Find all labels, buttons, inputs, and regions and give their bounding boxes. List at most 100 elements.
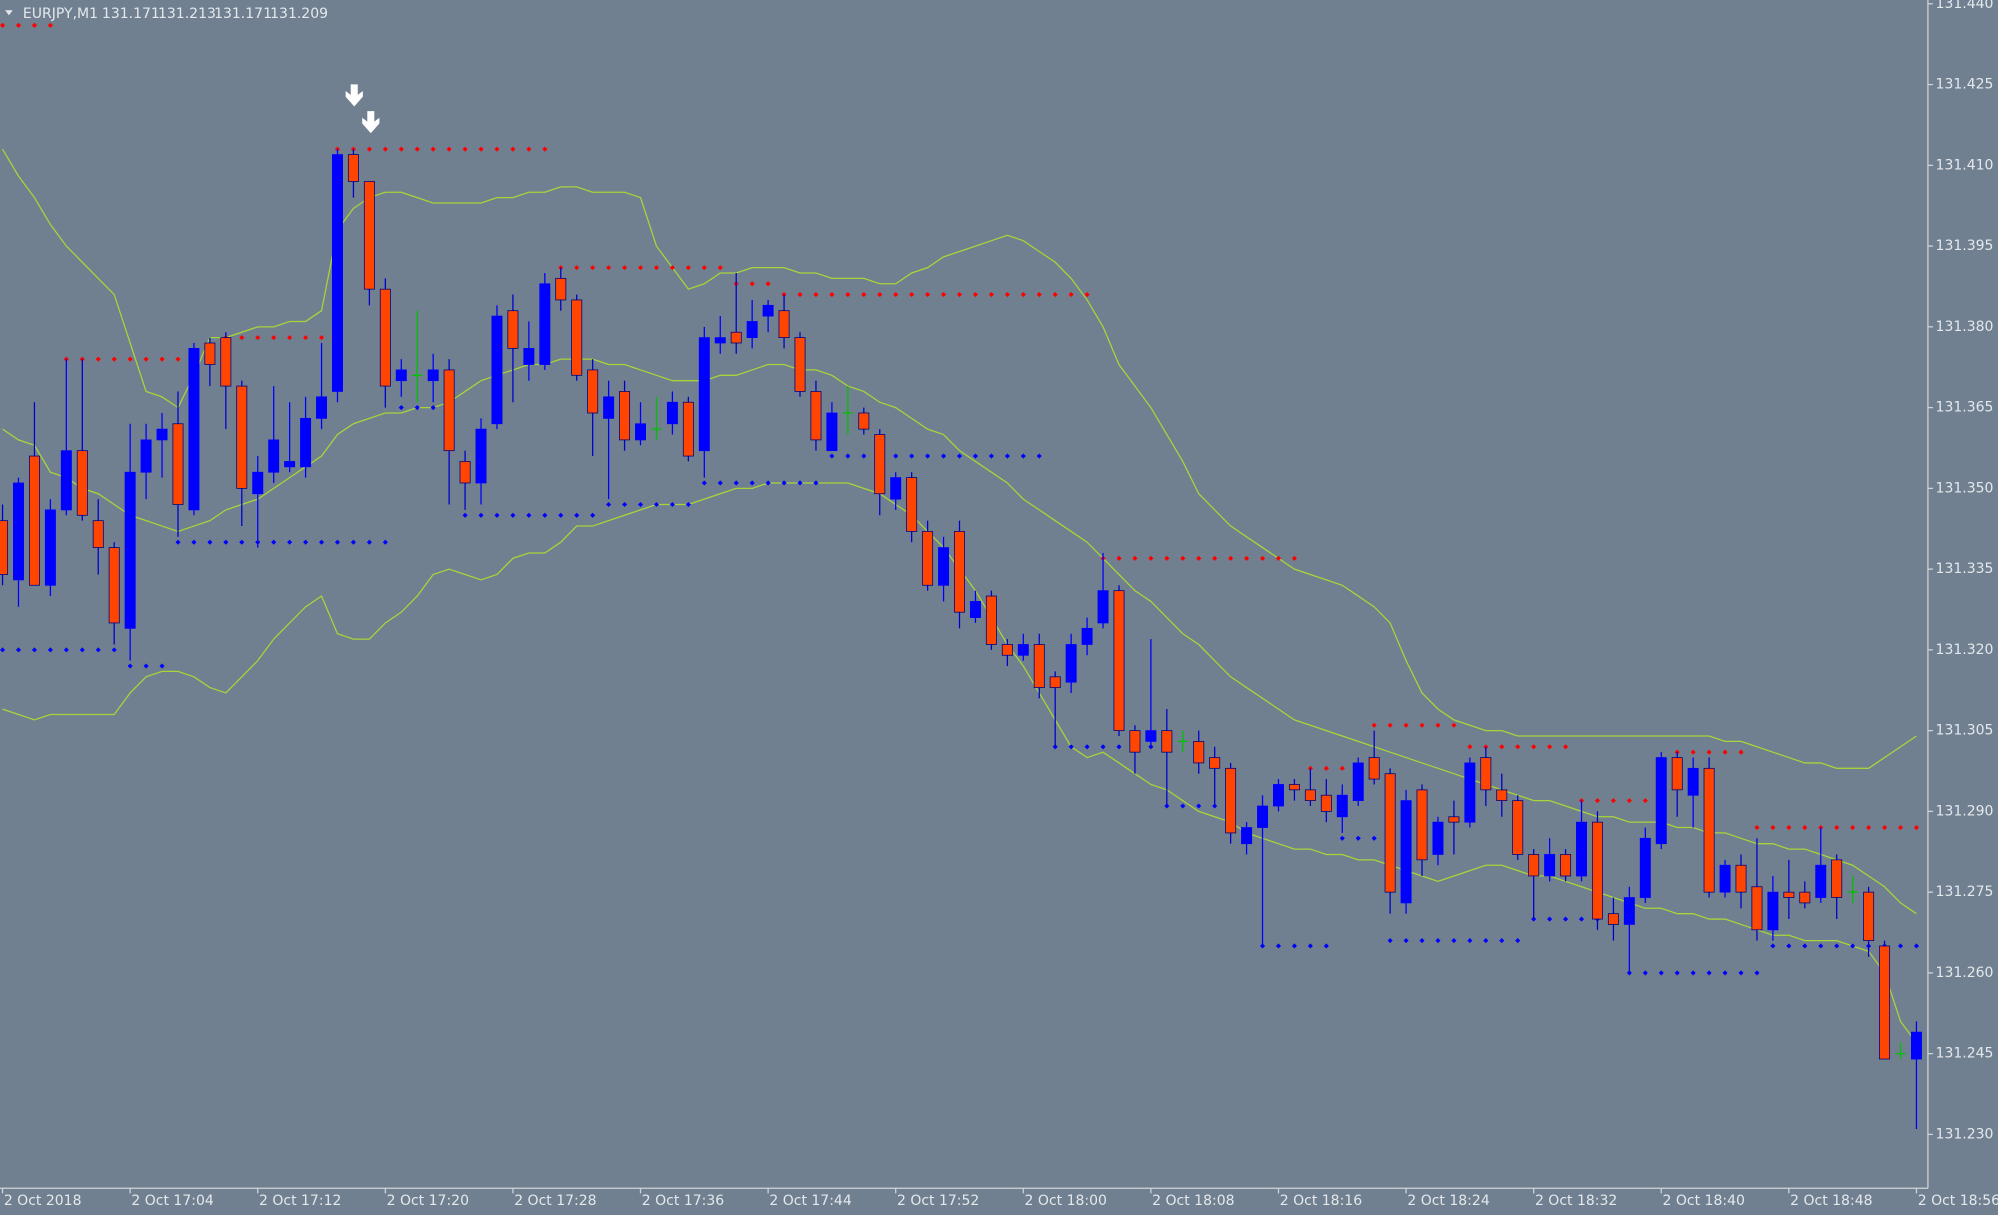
level-dot bbox=[255, 335, 261, 341]
candle-body bbox=[0, 520, 9, 575]
candle-body bbox=[268, 439, 280, 473]
level-dot bbox=[829, 453, 835, 459]
candle-body bbox=[1320, 794, 1332, 812]
candle-body bbox=[1671, 757, 1683, 791]
candle-body bbox=[1879, 945, 1891, 1060]
level-dot bbox=[271, 335, 277, 341]
quote-low: 131.171 bbox=[214, 6, 272, 22]
y-tick-label: 131.365 bbox=[1936, 400, 1994, 416]
candle-body bbox=[475, 428, 487, 484]
level-dot bbox=[0, 22, 6, 28]
level-dot bbox=[956, 453, 963, 459]
candle-body bbox=[1225, 767, 1237, 834]
level-dot bbox=[1259, 555, 1266, 561]
candle-body bbox=[507, 310, 519, 349]
level-dot bbox=[733, 480, 739, 486]
level-dot bbox=[414, 146, 420, 152]
candle-body bbox=[44, 509, 56, 586]
candle-body bbox=[1767, 891, 1779, 931]
level-dot bbox=[988, 291, 994, 298]
candle-body bbox=[1719, 864, 1731, 893]
level-dot bbox=[494, 146, 500, 152]
candle-body bbox=[28, 455, 40, 586]
level-dot bbox=[47, 22, 53, 28]
candle-body bbox=[1304, 789, 1316, 802]
candle-body bbox=[1209, 757, 1221, 769]
level-dot bbox=[398, 146, 404, 152]
level-dot bbox=[909, 453, 915, 459]
level-dot bbox=[893, 453, 899, 459]
level-dot bbox=[510, 512, 516, 518]
menu-triangle[interactable] bbox=[5, 10, 13, 16]
x-tick-label: 2 Oct 17:52 bbox=[897, 1193, 979, 1209]
candle-body bbox=[1831, 859, 1843, 898]
quote-open: 131.171 bbox=[102, 6, 160, 22]
level-dot bbox=[861, 291, 867, 298]
candle-body bbox=[108, 547, 120, 624]
level-dot bbox=[1196, 555, 1202, 561]
x-tick-label: 2 Oct 17:04 bbox=[131, 1193, 213, 1209]
candle-body bbox=[746, 321, 758, 338]
level-dot bbox=[1068, 291, 1074, 298]
candle-body bbox=[555, 278, 567, 301]
x-tick-label: 2 Oct 18:32 bbox=[1535, 1193, 1617, 1209]
level-dot bbox=[765, 281, 771, 287]
level-dot bbox=[941, 453, 947, 459]
candle-body bbox=[682, 401, 694, 457]
candle-body bbox=[603, 396, 615, 419]
level-dot bbox=[366, 539, 372, 545]
level-dot bbox=[1419, 938, 1425, 944]
level-dot bbox=[1387, 938, 1393, 944]
candle-body bbox=[347, 154, 359, 182]
level-dot bbox=[1690, 749, 1696, 755]
candle-body bbox=[1910, 1031, 1922, 1060]
candle-body bbox=[1863, 891, 1875, 941]
candle-body bbox=[1607, 913, 1619, 925]
candle-body bbox=[1783, 891, 1795, 898]
candle-body bbox=[443, 369, 455, 452]
level-dot bbox=[1451, 722, 1457, 728]
candle-body bbox=[156, 428, 168, 441]
level-dot bbox=[15, 22, 22, 28]
level-dot bbox=[1419, 722, 1425, 728]
candle-body bbox=[523, 348, 535, 365]
candle-body bbox=[985, 595, 997, 645]
level-dot bbox=[462, 512, 468, 518]
x-tick-label: 2 Oct 18:00 bbox=[1025, 1193, 1107, 1209]
level-dot bbox=[1004, 453, 1010, 459]
candle-body bbox=[938, 547, 950, 586]
level-dot bbox=[1371, 722, 1377, 728]
x-tick-label: 2 Oct 17:44 bbox=[769, 1193, 851, 1209]
y-tick-label: 131.245 bbox=[1936, 1046, 1994, 1062]
signal-arrows bbox=[344, 83, 381, 135]
level-dot bbox=[366, 146, 372, 152]
candle-body bbox=[459, 461, 471, 484]
level-dot bbox=[1196, 803, 1202, 809]
candle-body bbox=[1273, 784, 1284, 807]
candle-body bbox=[1097, 590, 1109, 624]
level-dot bbox=[701, 265, 707, 271]
level-dot bbox=[334, 539, 341, 545]
level-dot bbox=[1020, 453, 1026, 459]
candle-body bbox=[1815, 864, 1827, 898]
level-dot bbox=[446, 146, 452, 152]
level-dot bbox=[893, 291, 899, 298]
candle-body bbox=[236, 385, 248, 489]
candle-body bbox=[1735, 864, 1747, 893]
candle-body bbox=[762, 304, 774, 317]
candle-body bbox=[76, 450, 88, 516]
x-tick-label: 2 Oct 18:48 bbox=[1790, 1193, 1872, 1209]
candle-body bbox=[1001, 644, 1013, 656]
level-dot bbox=[861, 453, 867, 459]
candle-body bbox=[1560, 854, 1572, 877]
level-dot bbox=[1387, 722, 1393, 728]
level-dot bbox=[813, 291, 819, 298]
level-dot bbox=[1164, 555, 1170, 561]
candle-body bbox=[1639, 837, 1651, 898]
level-dot bbox=[1036, 453, 1042, 459]
level-dot bbox=[685, 265, 691, 271]
candle-body bbox=[730, 331, 742, 344]
level-dot bbox=[717, 480, 723, 486]
level-dot bbox=[574, 265, 580, 271]
